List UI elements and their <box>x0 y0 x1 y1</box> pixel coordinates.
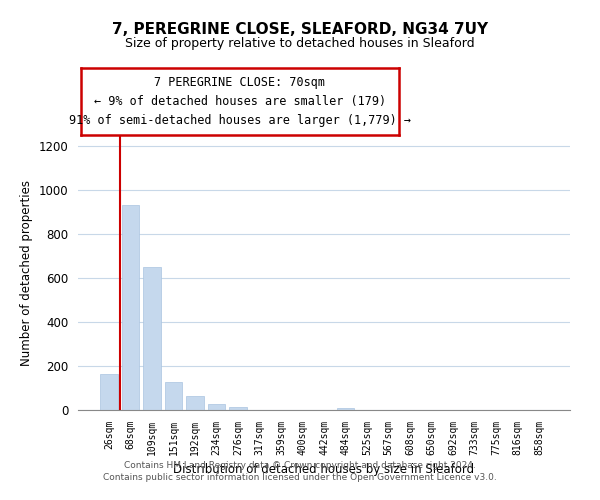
Text: Contains HM Land Registry data © Crown copyright and database right 2024.
Contai: Contains HM Land Registry data © Crown c… <box>103 461 497 482</box>
Bar <box>100 374 118 410</box>
Text: 7, PEREGRINE CLOSE, SLEAFORD, NG34 7UY: 7, PEREGRINE CLOSE, SLEAFORD, NG34 7UY <box>112 22 488 38</box>
Bar <box>337 408 354 410</box>
X-axis label: Distribution of detached houses by size in Sleaford: Distribution of detached houses by size … <box>173 464 475 476</box>
Text: 7 PEREGRINE CLOSE: 70sqm
← 9% of detached houses are smaller (179)
91% of semi-d: 7 PEREGRINE CLOSE: 70sqm ← 9% of detache… <box>69 76 411 126</box>
Bar <box>165 382 182 410</box>
Text: Size of property relative to detached houses in Sleaford: Size of property relative to detached ho… <box>125 38 475 51</box>
Y-axis label: Number of detached properties: Number of detached properties <box>20 180 33 366</box>
Bar <box>187 396 203 410</box>
Bar <box>229 408 247 410</box>
Bar <box>208 404 225 410</box>
Bar <box>122 206 139 410</box>
Bar <box>143 267 161 410</box>
